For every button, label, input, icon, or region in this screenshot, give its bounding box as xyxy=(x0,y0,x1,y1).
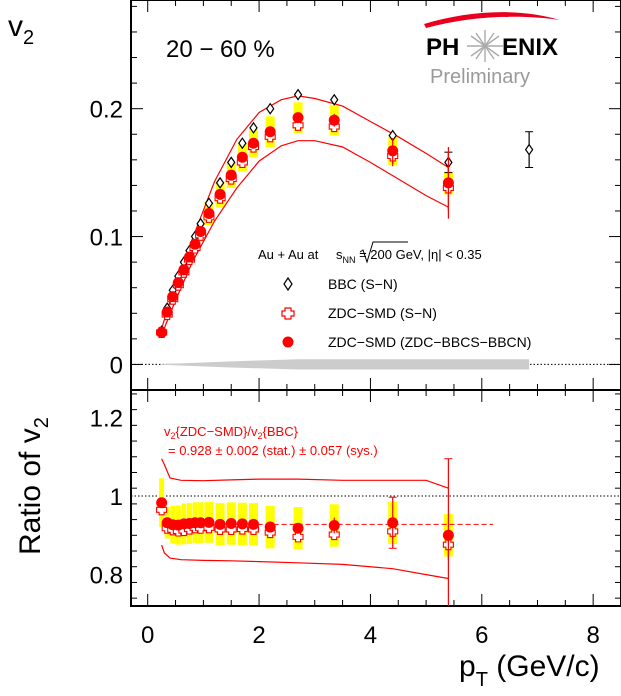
legend-label-zdc-bbc: ZDC−SMD (ZDC−BBCS−BBCN) xyxy=(328,334,531,350)
ratio-zdc-bbc-point xyxy=(248,518,259,530)
ratio-annotation-sub2: 2 xyxy=(258,431,263,441)
zdc-bbc-point xyxy=(214,188,226,200)
zdc-bbc-point xyxy=(183,251,195,263)
bbc-point xyxy=(524,143,534,156)
logo-star-icon xyxy=(467,30,503,62)
ratio-zdc-bbc-point xyxy=(236,518,248,530)
ratio-annotation-mid: {ZDC−SMD}/v xyxy=(176,424,258,439)
zdc-bbc-point xyxy=(172,277,184,289)
zdc-bbc-point xyxy=(387,145,399,157)
legend-label-zdc-sn: ZDC−SMD (S−N) xyxy=(328,305,437,321)
bbc-point xyxy=(215,176,225,189)
x-tick-label: 0 xyxy=(141,622,154,649)
x-tick-label: 8 xyxy=(586,622,599,649)
legend-marker-zdc-bbc xyxy=(282,336,294,348)
ratio-zdc-bbc-point xyxy=(214,518,226,530)
bbc-point xyxy=(249,121,258,134)
zdc-bbc-point xyxy=(161,306,173,318)
zdc-bbc-point xyxy=(203,208,215,220)
x-tick-label: 6 xyxy=(475,622,488,649)
legend-marker-bbc xyxy=(283,276,293,292)
ratio-zdc-bbc-point xyxy=(156,497,168,509)
bottom-y-tick-label: 0.8 xyxy=(90,563,123,590)
top-y-tick-label: 0 xyxy=(110,352,123,379)
x-axis-title-unit: (GeV/c) xyxy=(488,650,600,683)
top-panel xyxy=(131,0,621,391)
ratio-zdc-sn-point xyxy=(292,531,304,543)
zdc-bbc-point xyxy=(292,112,304,124)
ratio-annotation-v1: v xyxy=(164,424,171,439)
ratio-annotation-line2: = 0.928 ± 0.002 (stat.) ± 0.057 (sys.) xyxy=(168,443,378,458)
legend-label-bbc: BBC (S−N) xyxy=(328,276,398,292)
ratio-annotation-end: {BBC} xyxy=(263,424,299,439)
ratio-annotation-line1: v2{ZDC−SMD}/v2{BBC} xyxy=(164,424,299,441)
condition-sqrt: s xyxy=(336,247,343,262)
ratio-upper-envelope xyxy=(161,458,449,489)
ratio-zdc-bbc-point xyxy=(328,519,340,531)
x-axis-title-sub: T xyxy=(476,669,488,691)
zdc-bbc-point xyxy=(264,126,276,138)
top-y-tick-label: 0.2 xyxy=(90,97,123,124)
ratio-zdc-bbc-point xyxy=(292,522,304,534)
top-y-axis-title-sub: 2 xyxy=(23,27,34,49)
logo-swoosh xyxy=(424,12,560,28)
x-tick-label: 4 xyxy=(364,622,377,649)
x-axis-title-main: p xyxy=(459,650,476,683)
bbc-point xyxy=(265,102,275,115)
collision-condition: Au + Au at sNN = 200 GeV, |η| < 0.35 xyxy=(258,247,482,265)
condition-sqrt-sub: NN xyxy=(342,255,355,265)
bbc-point xyxy=(238,137,247,150)
logo-text-left: PH xyxy=(426,34,459,61)
zdc-bbc-point xyxy=(225,169,237,181)
legend-marker-zdc-sn xyxy=(281,307,295,320)
bbc-point xyxy=(330,93,339,106)
top-y-axis-title-main: v xyxy=(8,10,23,43)
zdc-bbc-point xyxy=(195,225,207,237)
ratio-zdc-bbc-point xyxy=(442,529,454,541)
zdc-bbc-point xyxy=(442,177,454,189)
bbc-point xyxy=(226,156,236,169)
bottom-panel-frame xyxy=(130,389,621,607)
bottom-panel xyxy=(131,390,621,606)
x-axis-title: pT (GeV/c) xyxy=(459,650,600,691)
x-tick-label: 2 xyxy=(252,622,265,649)
ratio-zdc-sn-point xyxy=(328,528,340,541)
ratio-lower-envelope xyxy=(161,544,449,580)
bottom-y-axis-title-sub: 2 xyxy=(31,417,53,428)
ratio-zdc-bbc-point xyxy=(387,517,399,529)
logo-text-right: ENIX xyxy=(502,34,558,61)
legend: BBC (S−N) ZDC−SMD (S−N) ZDC−SMD (ZDC−BBC… xyxy=(281,276,531,350)
ratio-annotation-sub1: 2 xyxy=(171,431,176,441)
phenix-logo: PH ENIX Preliminary xyxy=(424,12,560,88)
bottom-y-tick-label: 1 xyxy=(110,484,123,511)
zdc-bbc-point xyxy=(156,326,168,338)
sqrt-sign-icon xyxy=(359,241,408,264)
ratio-zdc-bbc-point xyxy=(264,521,276,533)
zdc-sn-point xyxy=(292,119,304,131)
ratio-zdc-bbc-point xyxy=(203,516,215,528)
zdc-bbc-point xyxy=(167,291,179,303)
top-y-axis-title: v2 xyxy=(8,10,34,49)
condition-suffix: = 200 GeV, |η| < 0.35 xyxy=(355,247,481,262)
zdc-bbc-point xyxy=(236,151,248,163)
ratio-zdc-bbc-point xyxy=(195,517,207,529)
lower-envelope-curve xyxy=(161,140,449,336)
bottom-y-tick-label: 1.2 xyxy=(90,405,123,432)
condition-prefix: Au + Au at xyxy=(258,247,322,262)
centrality-label: 20 − 60 % xyxy=(166,36,275,63)
bottom-y-axis-title-main: Ratio of v xyxy=(14,428,47,555)
bottom-y-axis-title: Ratio of v2 xyxy=(14,417,53,555)
zdc-bbc-point xyxy=(178,264,190,276)
bbc-point xyxy=(293,88,303,101)
zdc-bbc-point xyxy=(328,114,340,126)
top-y-tick-label: 0.1 xyxy=(90,225,123,252)
ratio-zdc-bbc-point xyxy=(225,518,237,530)
logo-subtitle: Preliminary xyxy=(430,66,530,88)
systematic-band xyxy=(161,359,530,370)
zdc-bbc-point xyxy=(189,238,201,250)
zdc-bbc-point xyxy=(248,137,259,149)
